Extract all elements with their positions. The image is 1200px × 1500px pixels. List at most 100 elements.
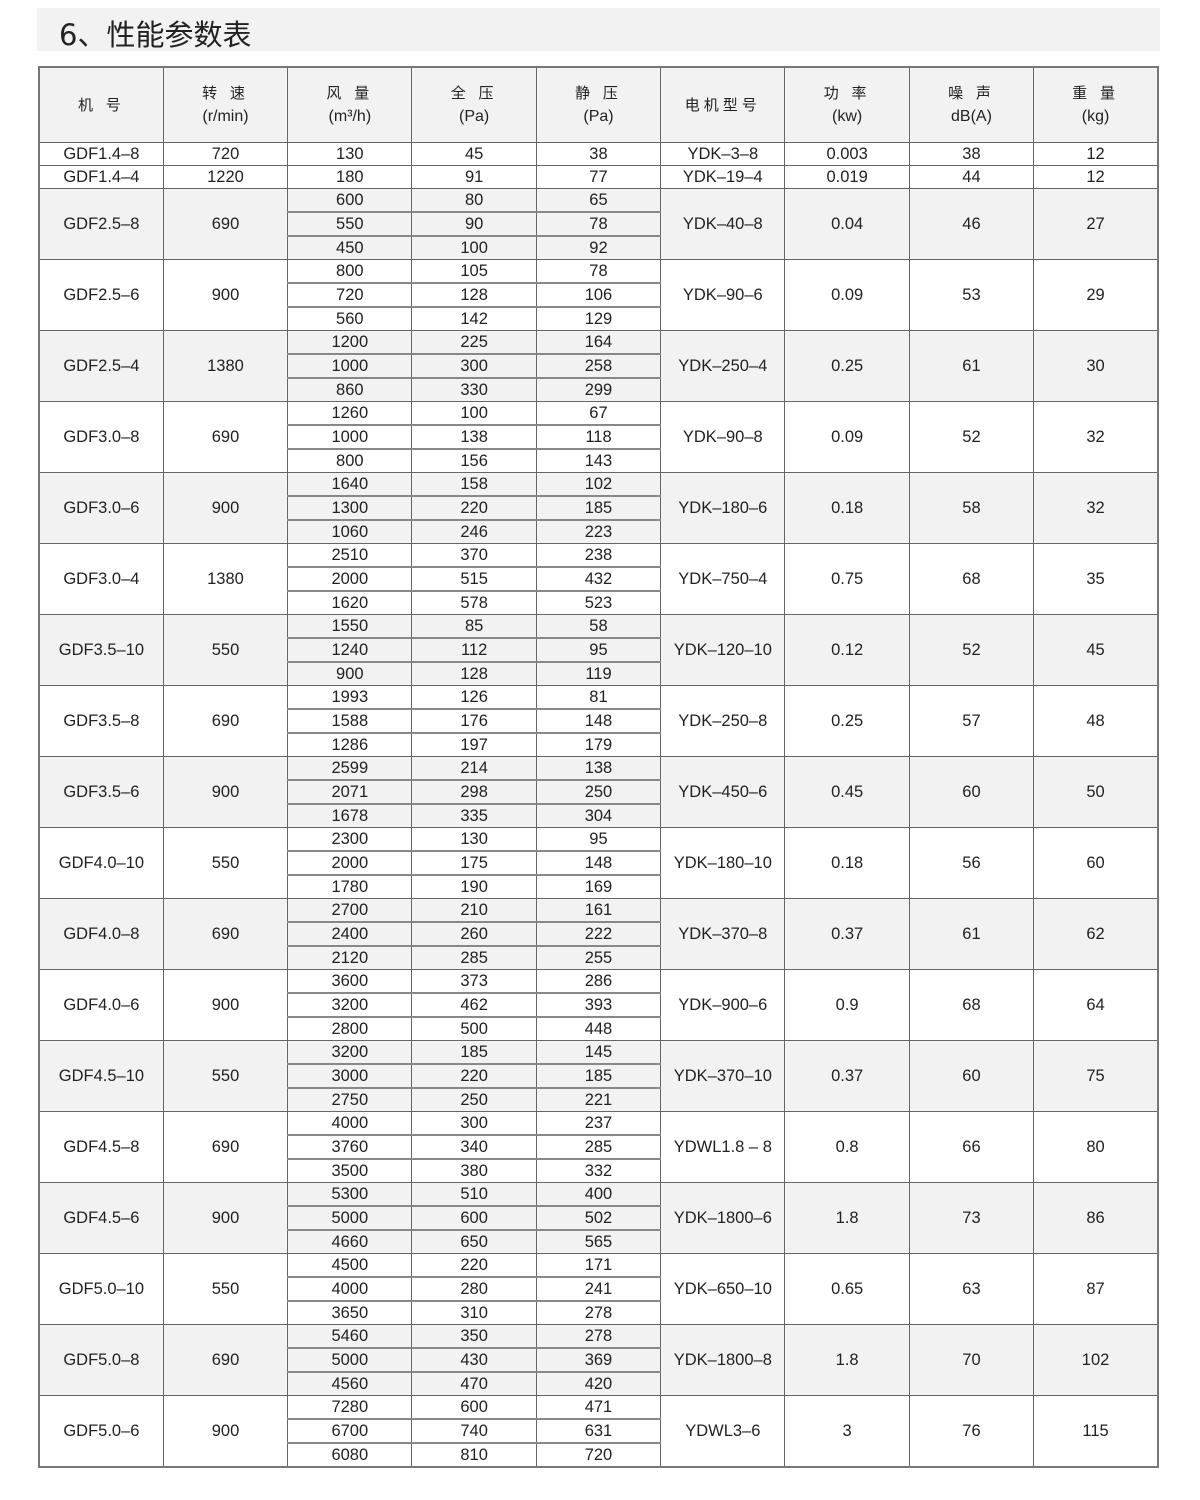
- airflow-cell: 3500: [287, 1158, 413, 1183]
- power-cell: 0.45: [784, 756, 910, 828]
- static-pressure-cell: 161: [535, 898, 662, 923]
- weight-cell: 35: [1033, 543, 1159, 615]
- table-row: 6080 810 720: [39, 1442, 1158, 1468]
- model-cell: GDF5.0–8: [38, 1324, 164, 1396]
- airflow-cell: 2510: [287, 543, 413, 568]
- motor-model-cell: YDK–370–10: [660, 1040, 786, 1112]
- motor-model-cell: YDK–750–4: [660, 543, 786, 615]
- total-pressure-cell: 112: [411, 637, 537, 663]
- noise-cell: 66: [908, 1111, 1035, 1183]
- static-pressure-cell: 65: [535, 188, 662, 213]
- column-header-power: 功 率 (kw): [784, 66, 910, 143]
- static-pressure-cell: 393: [535, 992, 662, 1018]
- weight-cell: 60: [1033, 827, 1159, 899]
- static-pressure-cell: 67: [535, 401, 662, 426]
- airflow-cell: 2700: [287, 898, 413, 923]
- speed-cell: 900: [162, 969, 289, 1041]
- model-cell: GDF1.4–4: [38, 165, 164, 189]
- weight-cell: 27: [1033, 188, 1159, 260]
- total-pressure-cell: 650: [411, 1229, 537, 1254]
- motor-model-cell: YDK–1800–8: [660, 1324, 786, 1396]
- static-pressure-cell: 118: [535, 424, 662, 450]
- total-pressure-cell: 260: [411, 921, 537, 947]
- noise-cell: 60: [908, 756, 1035, 828]
- static-pressure-cell: 432: [535, 566, 662, 592]
- speed-cell: 900: [162, 259, 289, 331]
- airflow-cell: 1678: [287, 803, 413, 828]
- total-pressure-cell: 335: [411, 803, 537, 828]
- noise-cell: 52: [908, 401, 1035, 473]
- column-header-unit: dB(A): [951, 108, 992, 125]
- column-header-name: 静 压: [575, 84, 622, 102]
- static-pressure-cell: 332: [535, 1158, 662, 1183]
- airflow-cell: 3650: [287, 1300, 413, 1325]
- airflow-cell: 450: [287, 235, 413, 260]
- total-pressure-cell: 515: [411, 566, 537, 592]
- total-pressure-cell: 330: [411, 377, 537, 402]
- static-pressure-cell: 185: [535, 1063, 662, 1089]
- total-pressure-cell: 156: [411, 448, 537, 473]
- static-pressure-cell: 185: [535, 495, 662, 521]
- table-row: 1000 300 258: [39, 353, 1158, 379]
- noise-cell: 38: [908, 142, 1035, 166]
- weight-cell: 12: [1033, 165, 1159, 189]
- static-pressure-cell: 95: [535, 827, 662, 852]
- total-pressure-cell: 280: [411, 1276, 537, 1302]
- column-header-unit: (Pa): [583, 108, 614, 125]
- motor-model-cell: YDK–180–6: [660, 472, 786, 544]
- airflow-cell: 3200: [287, 992, 413, 1018]
- noise-cell: 63: [908, 1253, 1035, 1325]
- airflow-cell: 4660: [287, 1229, 413, 1254]
- table-row: 2120 285 255: [39, 945, 1158, 970]
- speed-cell: 690: [162, 1111, 289, 1183]
- column-header-unit: (m³/h): [328, 108, 372, 125]
- weight-cell: 102: [1033, 1324, 1159, 1396]
- static-pressure-cell: 169: [535, 874, 662, 899]
- static-pressure-cell: 250: [535, 779, 662, 805]
- static-pressure-cell: 179: [535, 732, 662, 757]
- model-cell: GDF4.5–8: [38, 1111, 164, 1183]
- table-row: 1678 335 304: [39, 803, 1158, 828]
- airflow-cell: 4500: [287, 1253, 413, 1278]
- static-pressure-cell: 148: [535, 708, 662, 734]
- static-pressure-cell: 241: [535, 1276, 662, 1302]
- airflow-cell: 2120: [287, 945, 413, 970]
- noise-cell: 46: [908, 188, 1035, 260]
- table-row: GDF3.5–6 900 2599 214 138 YDK–450–6 0.45 60 50: [38, 756, 1159, 828]
- airflow-cell: 1000: [287, 424, 413, 450]
- speed-cell: 690: [162, 188, 289, 260]
- airflow-cell: 2000: [287, 850, 413, 876]
- table-row: GDF4.5–10 550 3200 185 145 YDK–370–10 0.37 60 75: [38, 1040, 1159, 1112]
- static-pressure-cell: 369: [535, 1347, 662, 1373]
- power-cell: 0.18: [784, 472, 910, 544]
- static-pressure-cell: 523: [535, 590, 662, 615]
- table-body: GDF1.4–8 720 130 45 38 YDK–3–8 0.003 38 12 GDF1.4…: [38, 142, 1159, 1468]
- total-pressure-cell: 470: [411, 1371, 537, 1396]
- airflow-cell: 2800: [287, 1016, 413, 1041]
- table-row: GDF4.0–8 690 2700 210 161 YDK–370–8 0.37 61 62: [38, 898, 1159, 970]
- table-row: GDF1.4–4 1220 180 91 77 YDK–19–4 0.019 44 12: [38, 165, 1159, 189]
- airflow-cell: 1286: [287, 732, 413, 757]
- motor-model-cell: YDK–450–6: [660, 756, 786, 828]
- table-row: 860 330 299: [39, 377, 1158, 402]
- weight-cell: 50: [1033, 756, 1159, 828]
- section-title: 6、性能参数表: [59, 18, 252, 52]
- total-pressure-cell: 740: [411, 1418, 537, 1444]
- total-pressure-cell: 285: [411, 945, 537, 970]
- airflow-cell: 3200: [287, 1040, 413, 1065]
- static-pressure-cell: 420: [535, 1371, 662, 1396]
- speed-cell: 690: [162, 898, 289, 970]
- airflow-cell: 6080: [287, 1442, 413, 1468]
- model-cell: GDF2.5–6: [38, 259, 164, 331]
- table-row: GDF3.5–10 550 1550 85 58 YDK–120–10 0.12 52 45: [38, 614, 1159, 686]
- motor-model-cell: YDWL3–6: [660, 1395, 786, 1468]
- airflow-cell: 4560: [287, 1371, 413, 1396]
- power-cell: 0.09: [784, 401, 910, 473]
- power-cell: 0.09: [784, 259, 910, 331]
- speed-cell: 1220: [162, 165, 289, 189]
- table-row: 550 90 78: [39, 211, 1158, 237]
- model-cell: GDF3.5–6: [38, 756, 164, 828]
- motor-model-cell: YDK–250–8: [660, 685, 786, 757]
- static-pressure-cell: 164: [535, 330, 662, 355]
- column-header-unit: (kg): [1081, 108, 1110, 125]
